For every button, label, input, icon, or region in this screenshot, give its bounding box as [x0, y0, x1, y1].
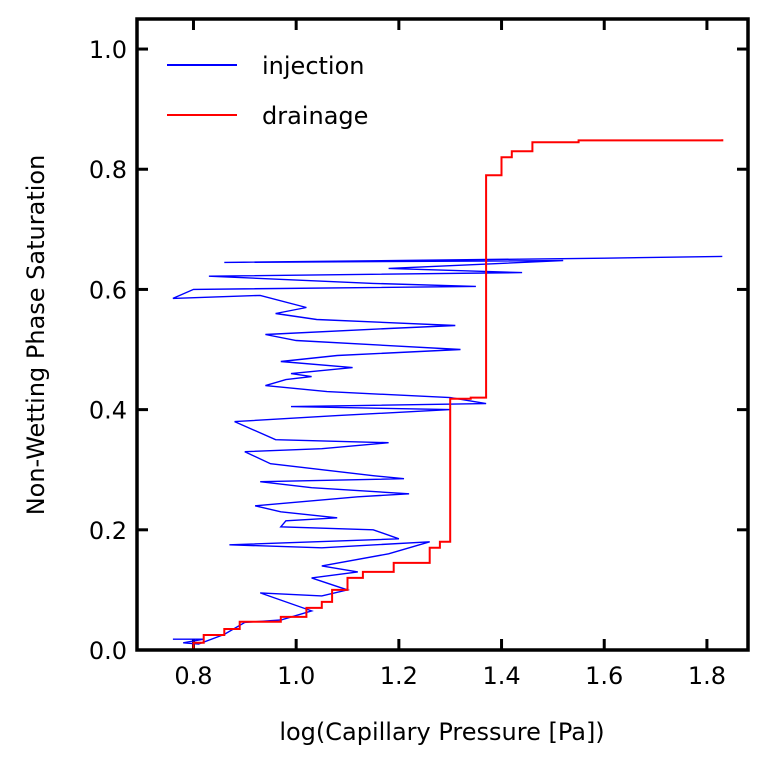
series-line-drainage	[188, 139, 724, 651]
plot-frame	[135, 17, 750, 652]
x-tick-label: 1.8	[688, 662, 726, 690]
x-tick-label: 1.6	[585, 662, 623, 690]
x-tick-label: 1.0	[277, 662, 315, 690]
legend-label-drainage: drainage	[262, 102, 368, 130]
y-tick-label: 0.6	[89, 276, 127, 304]
y-tick-label: 1.0	[89, 36, 127, 64]
x-axis-label: log(Capillary Pressure [Pa])	[279, 718, 604, 746]
y-axis-label: Non-Wetting Phase Saturation	[22, 155, 50, 516]
x-tick-label: 1.2	[380, 662, 418, 690]
x-tick-label: 0.8	[174, 662, 212, 690]
x-tick-label: 1.4	[482, 662, 520, 690]
y-tick-label: 0.0	[89, 637, 127, 665]
series-line-injection	[172, 255, 723, 645]
y-tick-label: 0.4	[89, 397, 127, 425]
legend-label-injection: injection	[262, 52, 364, 80]
y-tick-label: 0.8	[89, 156, 127, 184]
series-layer	[172, 139, 724, 651]
legend: injection drainage	[167, 52, 368, 130]
ticks-layer: 0.8 1.0 1.2 1.4 1.6 1.8 0.0 0.2 0.4 0.6 0.8 1.0	[89, 19, 748, 690]
y-tick-label: 0.2	[89, 517, 127, 545]
